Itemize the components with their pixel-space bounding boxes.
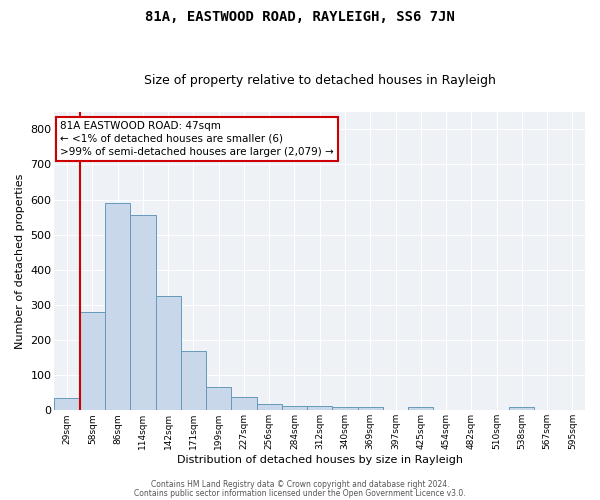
Bar bbox=[80, 312, 105, 410]
Bar bbox=[408, 407, 433, 410]
Text: 81A, EASTWOOD ROAD, RAYLEIGH, SS6 7JN: 81A, EASTWOOD ROAD, RAYLEIGH, SS6 7JN bbox=[145, 10, 455, 24]
Text: 81A EASTWOOD ROAD: 47sqm
← <1% of detached houses are smaller (6)
>99% of semi-d: 81A EASTWOOD ROAD: 47sqm ← <1% of detach… bbox=[60, 120, 334, 157]
Bar bbox=[130, 216, 155, 410]
Bar bbox=[206, 388, 232, 410]
Bar bbox=[509, 408, 535, 410]
Bar bbox=[358, 407, 383, 410]
Bar bbox=[332, 407, 358, 410]
Title: Size of property relative to detached houses in Rayleigh: Size of property relative to detached ho… bbox=[144, 74, 496, 87]
Text: Contains public sector information licensed under the Open Government Licence v3: Contains public sector information licen… bbox=[134, 488, 466, 498]
Y-axis label: Number of detached properties: Number of detached properties bbox=[15, 174, 25, 348]
Bar bbox=[155, 296, 181, 410]
Bar bbox=[181, 350, 206, 410]
X-axis label: Distribution of detached houses by size in Rayleigh: Distribution of detached houses by size … bbox=[177, 455, 463, 465]
Bar bbox=[307, 406, 332, 410]
Bar bbox=[55, 398, 80, 410]
Bar bbox=[282, 406, 307, 410]
Bar bbox=[232, 398, 257, 410]
Bar bbox=[105, 203, 130, 410]
Text: Contains HM Land Registry data © Crown copyright and database right 2024.: Contains HM Land Registry data © Crown c… bbox=[151, 480, 449, 489]
Bar bbox=[257, 404, 282, 410]
